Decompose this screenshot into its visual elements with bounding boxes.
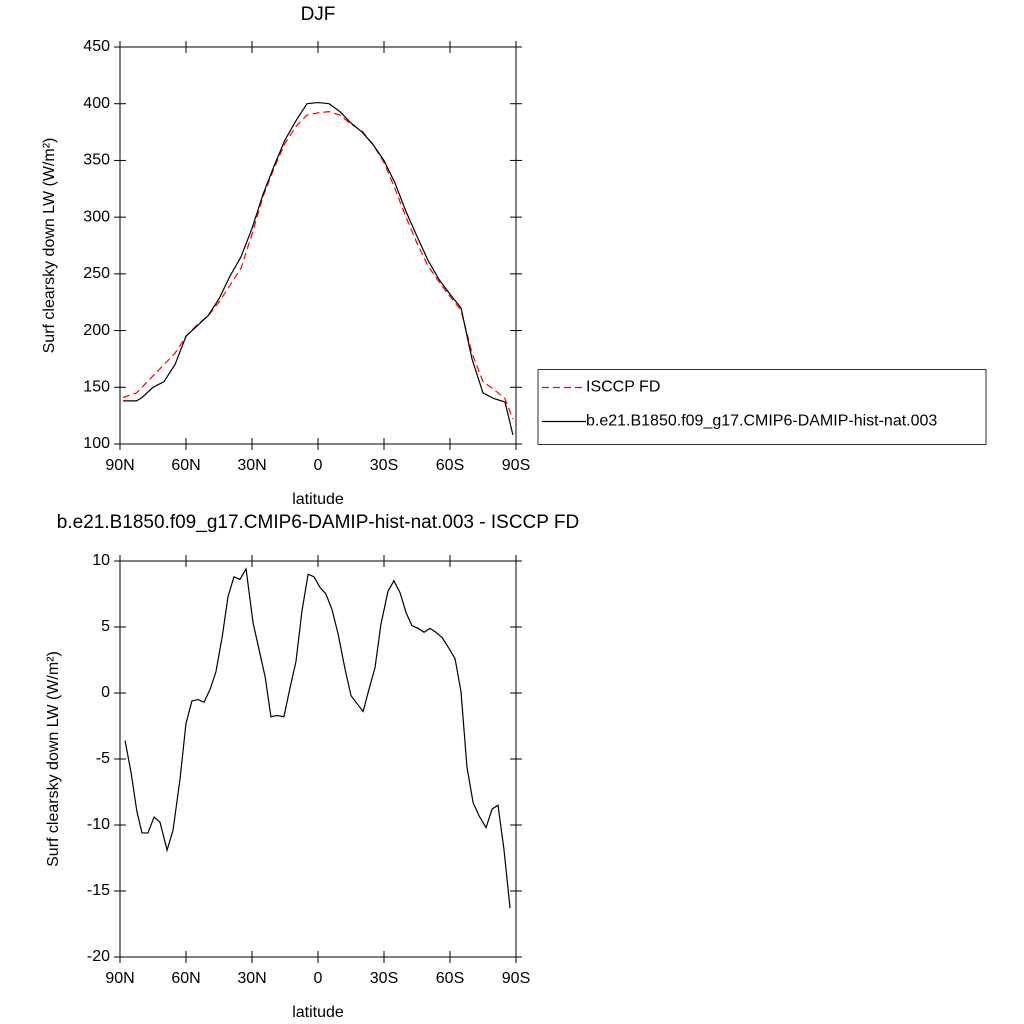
y-tick-label: 300 (83, 208, 110, 225)
y-tick-label: 5 (101, 618, 110, 635)
chart-title: b.e21.B1850.f09_g17.CMIP6-DAMIP-hist-nat… (57, 512, 579, 533)
x-tick-label: 60S (436, 970, 464, 987)
y-axis-label: Surf clearsky down LW (W/m²) (41, 138, 58, 354)
x-tick-label: 90S (502, 970, 530, 987)
series-line (123, 101, 514, 436)
y-tick-label: -5 (96, 750, 110, 767)
x-tick-label: 0 (314, 970, 323, 987)
y-tick-label: 250 (83, 265, 110, 282)
y-axis-label: Surf clearsky down LW (W/m²) (45, 651, 62, 867)
y-tick-label: 0 (101, 684, 110, 701)
y-tick-label: 200 (83, 322, 110, 339)
x-tick-label: 60N (171, 970, 200, 987)
x-tick-label: 30N (237, 970, 266, 987)
series-line (122, 111, 514, 420)
y-tick-label: 400 (83, 95, 110, 112)
x-tick-label: 60S (436, 457, 464, 474)
x-tick-label: 90N (105, 457, 134, 474)
x-axis-label: latitude (292, 491, 344, 508)
x-tick-label: 90S (502, 457, 530, 474)
y-tick-label: 100 (83, 435, 110, 452)
x-tick-label: 30S (370, 970, 398, 987)
y-tick-label: 10 (92, 552, 110, 569)
x-tick-label: 60N (171, 457, 200, 474)
y-tick-label: -15 (87, 882, 110, 899)
legend-box (537, 369, 987, 445)
y-tick-label: 450 (83, 38, 110, 55)
y-tick-label: 150 (83, 379, 110, 396)
x-tick-label: 30S (370, 457, 398, 474)
legend-label: b.e21.B1850.f09_g17.CMIP6-DAMIP-hist-nat… (586, 413, 937, 430)
series-line (124, 567, 511, 909)
y-tick-label: -10 (87, 816, 110, 833)
x-axis-label: latitude (292, 1004, 344, 1021)
x-tick-label: 90N (105, 970, 134, 987)
y-tick-label: -20 (87, 948, 110, 965)
chart-title: DJF (301, 4, 336, 25)
plot-frame (119, 560, 517, 958)
plot-frame (119, 46, 517, 445)
x-tick-label: 0 (314, 457, 323, 474)
legend-label: ISCCP FD (586, 379, 660, 396)
x-tick-label: 30N (237, 457, 266, 474)
y-tick-label: 350 (83, 152, 110, 169)
